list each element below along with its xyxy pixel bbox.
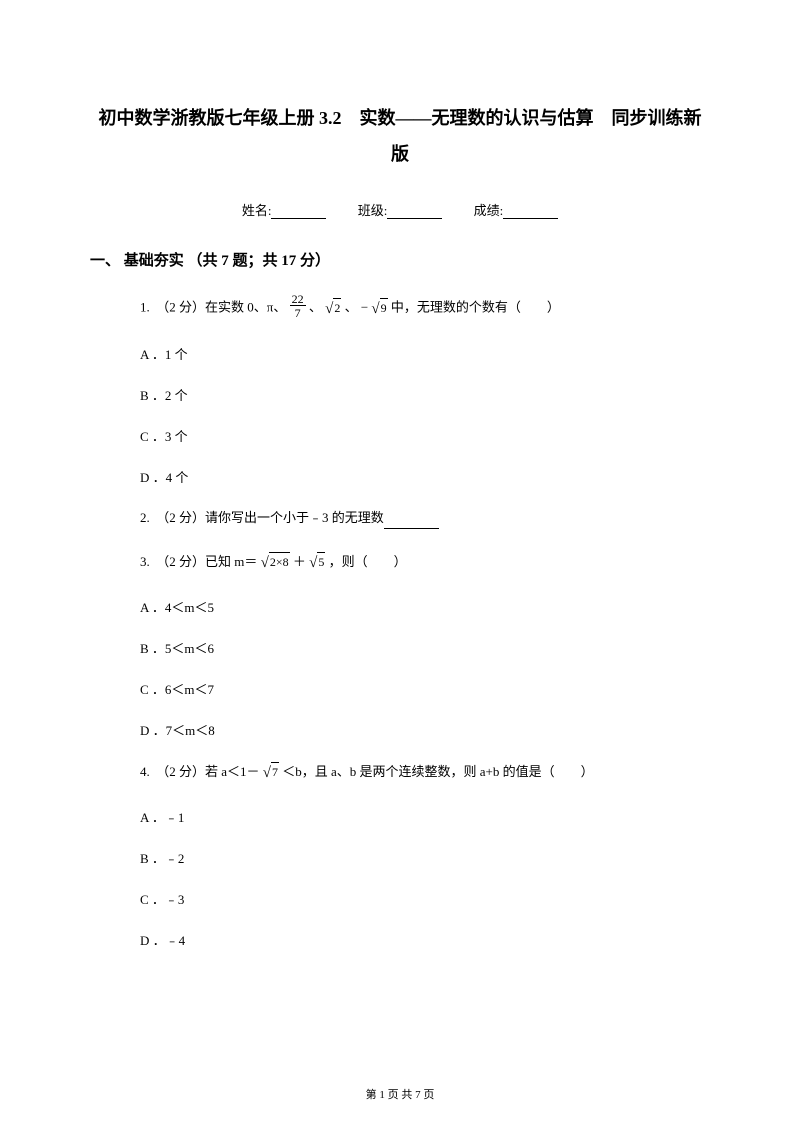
q4-option-c: C ．﹣3 xyxy=(140,889,710,908)
fraction-22-7: 22 7 xyxy=(290,293,306,320)
q3-option-b: B ．5＜m＜6 xyxy=(140,638,710,657)
q1-stem-suffix: 中，无理数的个数有（ ） xyxy=(391,300,560,315)
class-label: 班级: xyxy=(358,200,388,219)
section-heading: 一、 基础夯实 （共 7 题；共 17 分） xyxy=(90,249,710,270)
q2-answer-blank[interactable] xyxy=(384,517,439,529)
q4-stem-prefix: 4. （2 分）若 a＜1－ xyxy=(140,764,263,779)
q3-option-d: D ．7＜m＜8 xyxy=(140,720,710,739)
q3-stem-prefix: 3. （2 分）已知 m＝ xyxy=(140,554,261,569)
q1-option-b: B ．2 个 xyxy=(140,385,710,404)
question-1: 1. （2 分）在实数 0、π、 22 7 、 √2 、 − √9 中，无理数的… xyxy=(140,295,710,322)
question-4: 4. （2 分）若 a＜1－ √7 ＜b，且 a、b 是两个连续整数，则 a+b… xyxy=(140,761,710,785)
score-label: 成绩: xyxy=(474,200,504,219)
question-3: 3. （2 分）已知 m＝ √2×8 ＋ √5 ，则（ ） xyxy=(140,551,710,575)
name-label: 姓名: xyxy=(242,200,272,219)
student-info-line: 姓名: 班级: 成绩: xyxy=(90,200,710,219)
page-footer: 第 1 页 共 7 页 xyxy=(0,1086,800,1102)
q1-sep2: 、 − xyxy=(345,300,369,315)
sqrt-5: √5 xyxy=(309,551,325,575)
worksheet-title: 初中数学浙教版七年级上册 3.2 实数——无理数的认识与估算 同步训练新版 xyxy=(90,100,710,172)
class-blank[interactable] xyxy=(387,205,442,219)
q4-option-b: B ．﹣2 xyxy=(140,848,710,867)
q1-option-a: A ．1 个 xyxy=(140,344,710,363)
name-blank[interactable] xyxy=(271,205,326,219)
q4-stem-suffix: ＜b，且 a、b 是两个连续整数，则 a+b 的值是（ ） xyxy=(282,764,593,779)
score-blank[interactable] xyxy=(503,205,558,219)
footer-mid: 页 共 xyxy=(385,1089,415,1101)
sqrt-2: √2 xyxy=(325,297,341,321)
frac-den: 7 xyxy=(290,306,306,320)
q3-option-a: A ．4＜m＜5 xyxy=(140,597,710,616)
question-2: 2. （2 分）请你写出一个小于﹣3 的无理数 xyxy=(140,508,710,529)
q1-stem-prefix: 1. （2 分）在实数 0、π、 xyxy=(140,300,286,315)
q3-plus: ＋ xyxy=(293,554,309,569)
q2-stem: 2. （2 分）请你写出一个小于﹣3 的无理数 xyxy=(140,510,384,525)
footer-prefix: 第 xyxy=(366,1089,380,1101)
q1-option-d: D ．4 个 xyxy=(140,467,710,486)
sqrt-7: √7 xyxy=(263,761,279,785)
frac-num: 22 xyxy=(290,293,306,306)
q1-sep1: 、 xyxy=(309,300,322,315)
q3-option-c: C ．6＜m＜7 xyxy=(140,679,710,698)
footer-suffix: 页 xyxy=(421,1089,435,1101)
q4-option-d: D ．﹣4 xyxy=(140,930,710,949)
q3-stem-suffix: ，则（ ） xyxy=(329,554,407,569)
sqrt-9: √9 xyxy=(371,297,387,321)
q1-option-c: C ．3 个 xyxy=(140,426,710,445)
sqrt-2x8: √2×8 xyxy=(261,551,290,575)
q4-option-a: A ．﹣1 xyxy=(140,807,710,826)
